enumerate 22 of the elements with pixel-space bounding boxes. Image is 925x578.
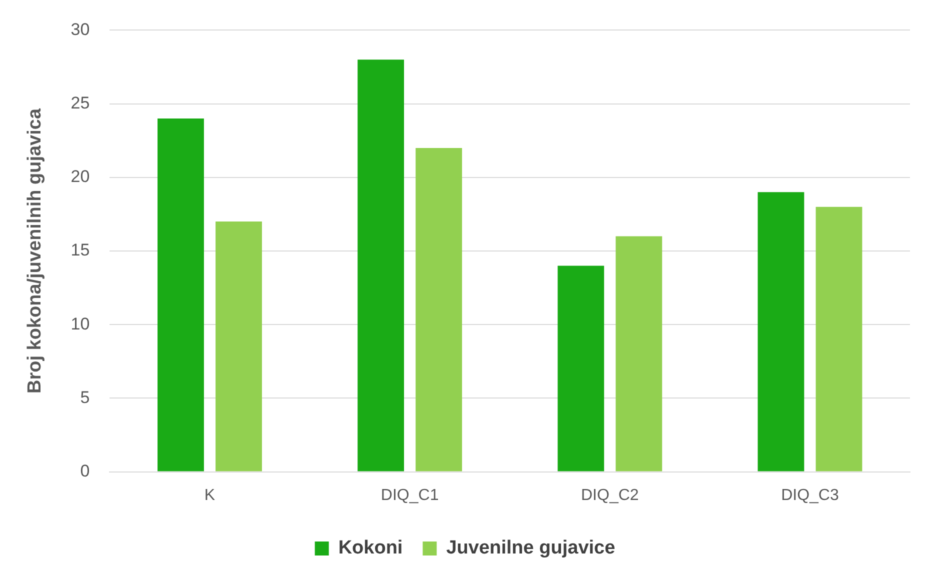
x-tick-label: DIQ_C2: [580, 486, 639, 504]
x-tick-label: K: [204, 486, 216, 504]
y-tick-label: 20: [70, 167, 90, 186]
bar: [558, 266, 604, 472]
y-tick-label: 5: [80, 388, 90, 407]
x-tick-label: DIQ_C3: [781, 486, 839, 504]
x-tick-label: DIQ_C1: [380, 486, 439, 504]
bar: [158, 118, 204, 472]
y-tick-label: 0: [80, 461, 90, 480]
bar: [816, 206, 862, 472]
bar: [616, 236, 662, 472]
y-tick-label: 25: [70, 93, 90, 112]
bar: [758, 192, 804, 472]
bar: [416, 148, 462, 472]
legend-label: Kokoni: [338, 538, 403, 559]
bar: [216, 222, 262, 472]
y-tick-label: 10: [70, 314, 90, 334]
y-tick-label: 15: [70, 240, 90, 260]
y-tick-label: 30: [70, 20, 90, 39]
legend-label: Juvenilne gujavice: [446, 538, 616, 559]
y-axis-title: Broj kokona/juvenilnih gujavica: [24, 108, 46, 394]
bar: [358, 60, 404, 472]
